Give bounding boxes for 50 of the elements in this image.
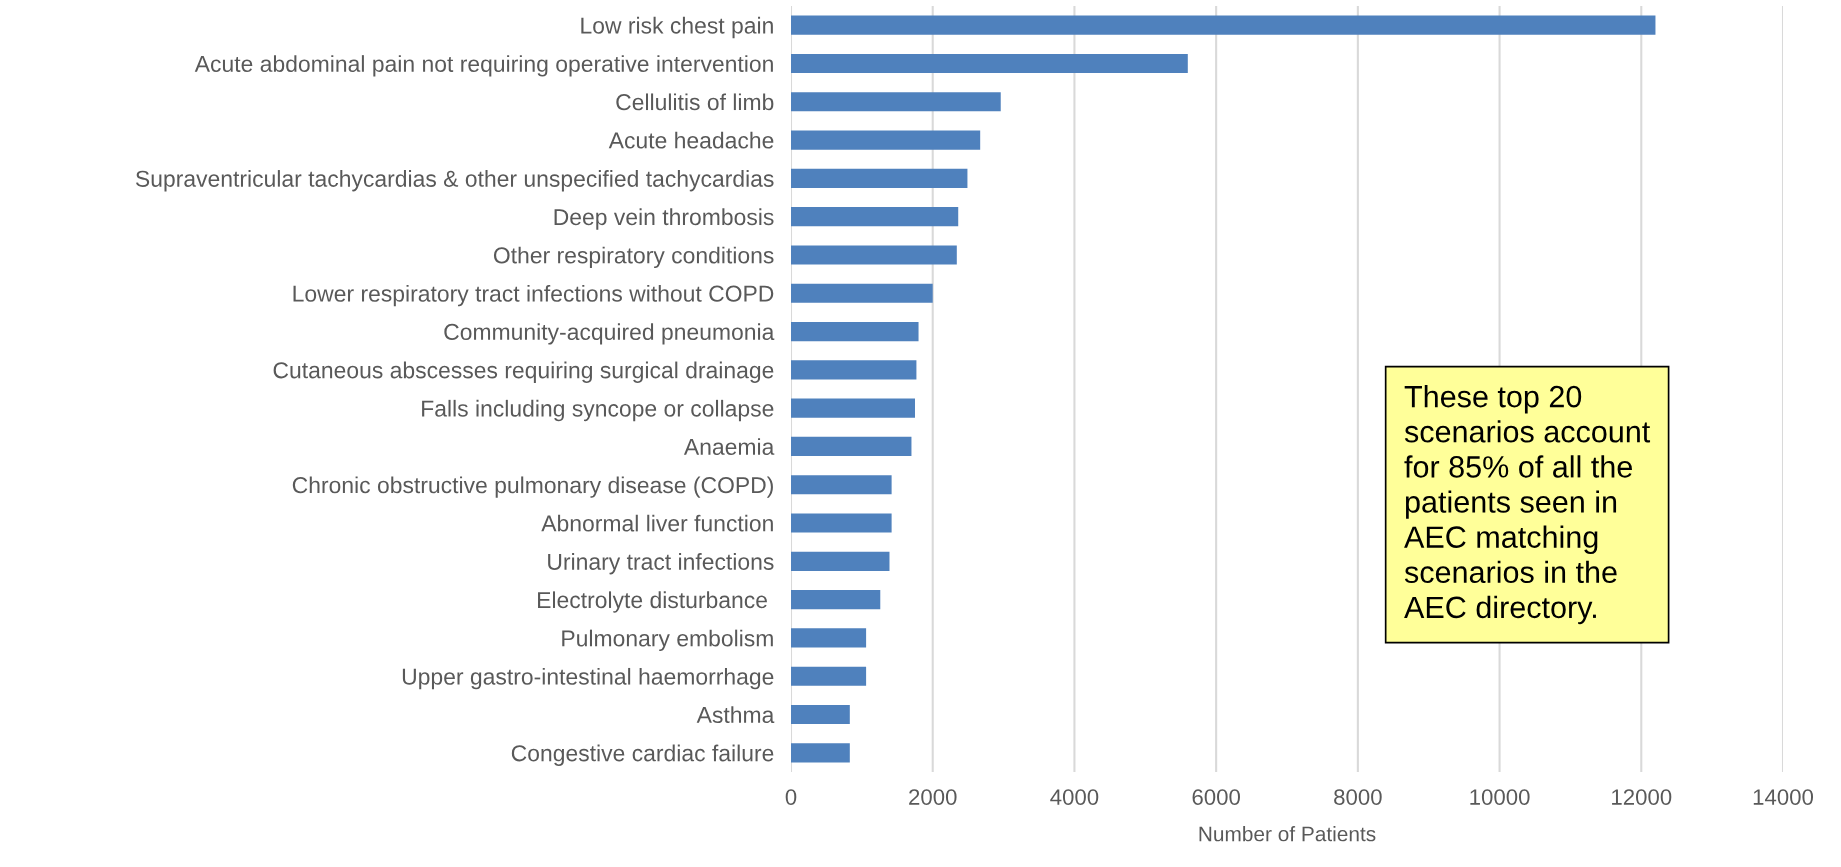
bar bbox=[791, 15, 1656, 35]
y-tick-label: Falls including syncope or collapse bbox=[422, 399, 774, 422]
y-tick-label: Abnormal liver function bbox=[541, 514, 773, 532]
bar bbox=[791, 398, 915, 418]
y-tick-label: Supraventricular tachycardias & other unspecified tachycardias bbox=[135, 170, 774, 192]
y-tick-label: Cellulitis of limb bbox=[616, 93, 774, 111]
bar bbox=[791, 92, 1001, 112]
y-tick-label: Congestive cardiac failure bbox=[511, 744, 774, 766]
bar bbox=[791, 628, 867, 648]
y-tick-label: Electrolyte disturbance bbox=[538, 591, 767, 613]
y-tick-label: Cutaneous abscesses requiring surgical drainage bbox=[273, 361, 774, 383]
bar bbox=[791, 321, 919, 342]
bar bbox=[791, 245, 957, 265]
y-tick-label: Community-acquired pneumonia bbox=[444, 323, 775, 345]
y-tick-label: Low risk chest pain bbox=[581, 16, 773, 39]
y-tick-label: Urinary tract infections bbox=[548, 553, 774, 575]
bar bbox=[791, 130, 981, 150]
y-tick-label: Asthma bbox=[696, 706, 775, 724]
bar bbox=[791, 551, 890, 571]
x-tick-label: 14000 bbox=[1753, 789, 1814, 805]
bar bbox=[791, 590, 881, 610]
x-tick-label: 10000 bbox=[1470, 789, 1530, 805]
x-tick-label: 0 bbox=[785, 789, 797, 805]
y-tick-label: Deep vein thrombosis bbox=[554, 208, 774, 230]
x-tick-label: 8000 bbox=[1334, 789, 1382, 805]
x-tick-label: 4000 bbox=[1050, 789, 1099, 805]
bar bbox=[791, 436, 912, 457]
y-tick-label: Acute headache bbox=[608, 131, 774, 149]
bar bbox=[791, 704, 850, 725]
bar bbox=[791, 513, 892, 533]
x-tick-label: 2000 bbox=[909, 789, 957, 805]
bar bbox=[791, 666, 867, 686]
bar bbox=[791, 360, 917, 380]
x-tick-label: 12000 bbox=[1612, 789, 1672, 805]
y-tick-label: Lower respiratory tract infections without COPD bbox=[293, 284, 774, 307]
y-tick-label: Pulmonary embolism bbox=[562, 629, 773, 652]
x-tick-label: 6000 bbox=[1192, 789, 1240, 805]
y-tick-label: Acute abdominal pain not requiring operative intervention bbox=[194, 55, 773, 77]
y-tick-label: Other respiratory conditions bbox=[493, 246, 774, 269]
y-tick-label: Anaemia bbox=[683, 438, 775, 455]
bar bbox=[791, 283, 933, 303]
bar bbox=[791, 168, 968, 188]
bar bbox=[791, 53, 1188, 74]
bar bbox=[791, 475, 892, 495]
annotation: These top 20 scenarios account for 85% of all the patients seen in AEC matching scenarios in the AEC directory. bbox=[1404, 385, 1651, 625]
y-tick-label: Chronic obstructive pulmonary disease (COPD) bbox=[292, 476, 773, 498]
y-tick-label: Upper gastro-intestinal haemorrhage bbox=[402, 667, 774, 690]
bar bbox=[791, 743, 850, 763]
x-axis-title: Number of Patients bbox=[1199, 826, 1376, 842]
bar bbox=[791, 207, 959, 227]
